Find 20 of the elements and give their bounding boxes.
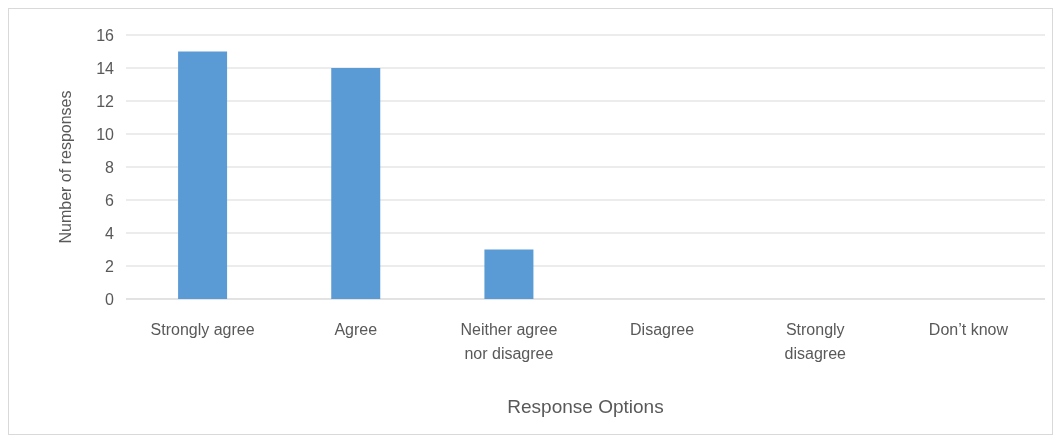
y-tick-label: 0 [105,290,115,308]
bar [484,249,534,299]
x-axis-title: Response Options [507,396,664,417]
y-tick-label: 2 [105,257,115,275]
y-tick-label: 8 [105,158,115,176]
x-tick-label: Don’t know [928,321,1009,338]
x-tick-label: Strongly agree [150,321,255,338]
y-tick-label: 10 [96,125,115,143]
y-tick-label: 12 [96,92,115,110]
y-tick-label: 4 [105,224,115,242]
x-tick-label: Neither agree nor disagree [460,321,558,362]
x-tick-label: Disagree [630,321,695,338]
x-tick-label: Agree [334,321,378,338]
y-tick-label: 16 [96,26,115,44]
bar [178,51,228,299]
x-tick-label: Strongly disagree [784,321,847,362]
y-tick-label: 6 [105,191,115,209]
bar [331,68,381,299]
y-axis-title: Number of responses [57,90,74,244]
y-tick-label: 14 [96,59,115,77]
